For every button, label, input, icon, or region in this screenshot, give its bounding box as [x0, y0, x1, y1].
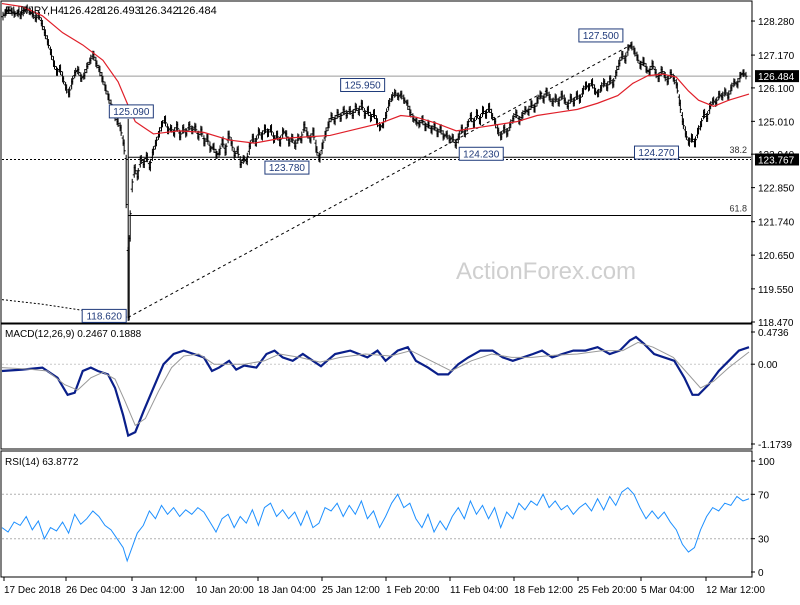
ohlc-open: 126.428 [63, 5, 103, 17]
rsi-ytick-label-0: 100 [758, 457, 775, 468]
macd-ytick-label-0: 0.4736 [758, 328, 789, 339]
annotation-label-1: 125.090 [113, 107, 150, 118]
macd-pane: 0.4736 0.00 -1.1739 [1, 328, 792, 451]
annotation-box-0 [81, 308, 127, 323]
rsi-pane: 100 70 30 0 [1, 457, 775, 579]
annotation-box-2 [264, 160, 310, 175]
rsi-ytick-label-3: 0 [758, 568, 764, 579]
annotation-label-3: 125.950 [345, 81, 382, 92]
x-tick-label-0: 17 Dec 2018 [4, 585, 61, 596]
price-ytick-label-6: 121.740 [758, 218, 795, 229]
rsi-line [1, 486, 750, 563]
rsi-pane-frame [0, 450, 753, 578]
x-axis: 17 Dec 2018 26 Dec 04:00 3 Jan 12:00 10 Jan… [3, 577, 765, 596]
x-tick-label-8: 18 Feb 12:00 [514, 585, 573, 596]
macd-macd-line [1, 335, 750, 438]
price-ytick-label-8: 119.550 [758, 285, 794, 296]
macd-title: MACD(12,26,9) 0.2467 0.1888 [5, 329, 142, 340]
x-tick-label-7: 11 Feb 04:00 [450, 585, 509, 596]
moving-average-line [1, 2, 750, 144]
watermark: ActionForex.com [456, 258, 636, 285]
price-ytick-label-3: 125.010 [758, 117, 795, 128]
annotation-label-5: 127.500 [583, 31, 620, 42]
x-tick-label-4: 18 Jan 04:00 [258, 585, 316, 596]
annotation-box-3 [340, 78, 386, 93]
annotation-box-1 [108, 104, 154, 119]
price-ytick-label-9: 118.470 [758, 318, 794, 329]
price-ytick-label-1: 127.170 [758, 51, 795, 62]
x-tick-label-6: 1 Feb 20:00 [386, 585, 440, 596]
annotation-box-4 [458, 146, 504, 161]
price-tag-label: 126.484 [758, 72, 795, 83]
rsi-title: RSI(14) 63.8772 [5, 457, 79, 468]
price-ytick-label-7: 120.650 [758, 251, 795, 262]
rsi-ytick-label-2: 30 [758, 535, 770, 546]
annotation-label-0: 118.620 [86, 311, 122, 322]
x-tick-label-10: 5 Mar 04:00 [641, 585, 695, 596]
annotation-label-2: 123.780 [269, 163, 306, 174]
level-tag-label: 123.767 [758, 155, 795, 166]
fib-level-label-0: 38.2 [729, 145, 747, 155]
annotation-box-6 [633, 145, 679, 160]
price-ytick-label-5: 122.850 [758, 184, 795, 195]
x-tick-label-1: 26 Dec 04:00 [66, 585, 126, 596]
macd-signal-line [1, 341, 750, 427]
macd-ytick-label-1: 0.00 [758, 360, 778, 371]
x-tick-label-3: 10 Jan 20:00 [196, 585, 254, 596]
annotation-box-5 [578, 28, 624, 43]
ohlc-high: 126.493 [101, 5, 141, 17]
chart-title: EURJPY,H4 [5, 5, 64, 17]
x-tick-label-2: 3 Jan 12:00 [132, 585, 185, 596]
price-ytick-label-0: 128.280 [758, 17, 795, 28]
annotation-label-4: 124.230 [463, 149, 500, 160]
fib-level-label-1: 61.8 [729, 204, 747, 214]
price-pane-frame [0, 0, 753, 324]
x-tick-label-9: 25 Feb 20:00 [578, 585, 637, 596]
level-tag-box [755, 153, 799, 166]
x-tick-label-5: 25 Jan 12:00 [322, 585, 380, 596]
rsi-ytick-label-1: 70 [758, 490, 770, 501]
x-tick-label-11: 12 Mar 12:00 [706, 585, 765, 596]
price-ytick-label-2: 126.100 [758, 84, 795, 95]
ohlc-close: 126.484 [177, 5, 217, 17]
price-pane: 128.280127.170126.100125.010123.940122.8… [1, 2, 799, 329]
ohlc-low: 126.342 [139, 5, 179, 17]
macd-pane-frame [0, 323, 753, 450]
price-tag-box [755, 70, 799, 83]
macd-ytick-label-2: -1.1739 [758, 440, 792, 451]
annotation-label-6: 124.270 [638, 148, 675, 159]
